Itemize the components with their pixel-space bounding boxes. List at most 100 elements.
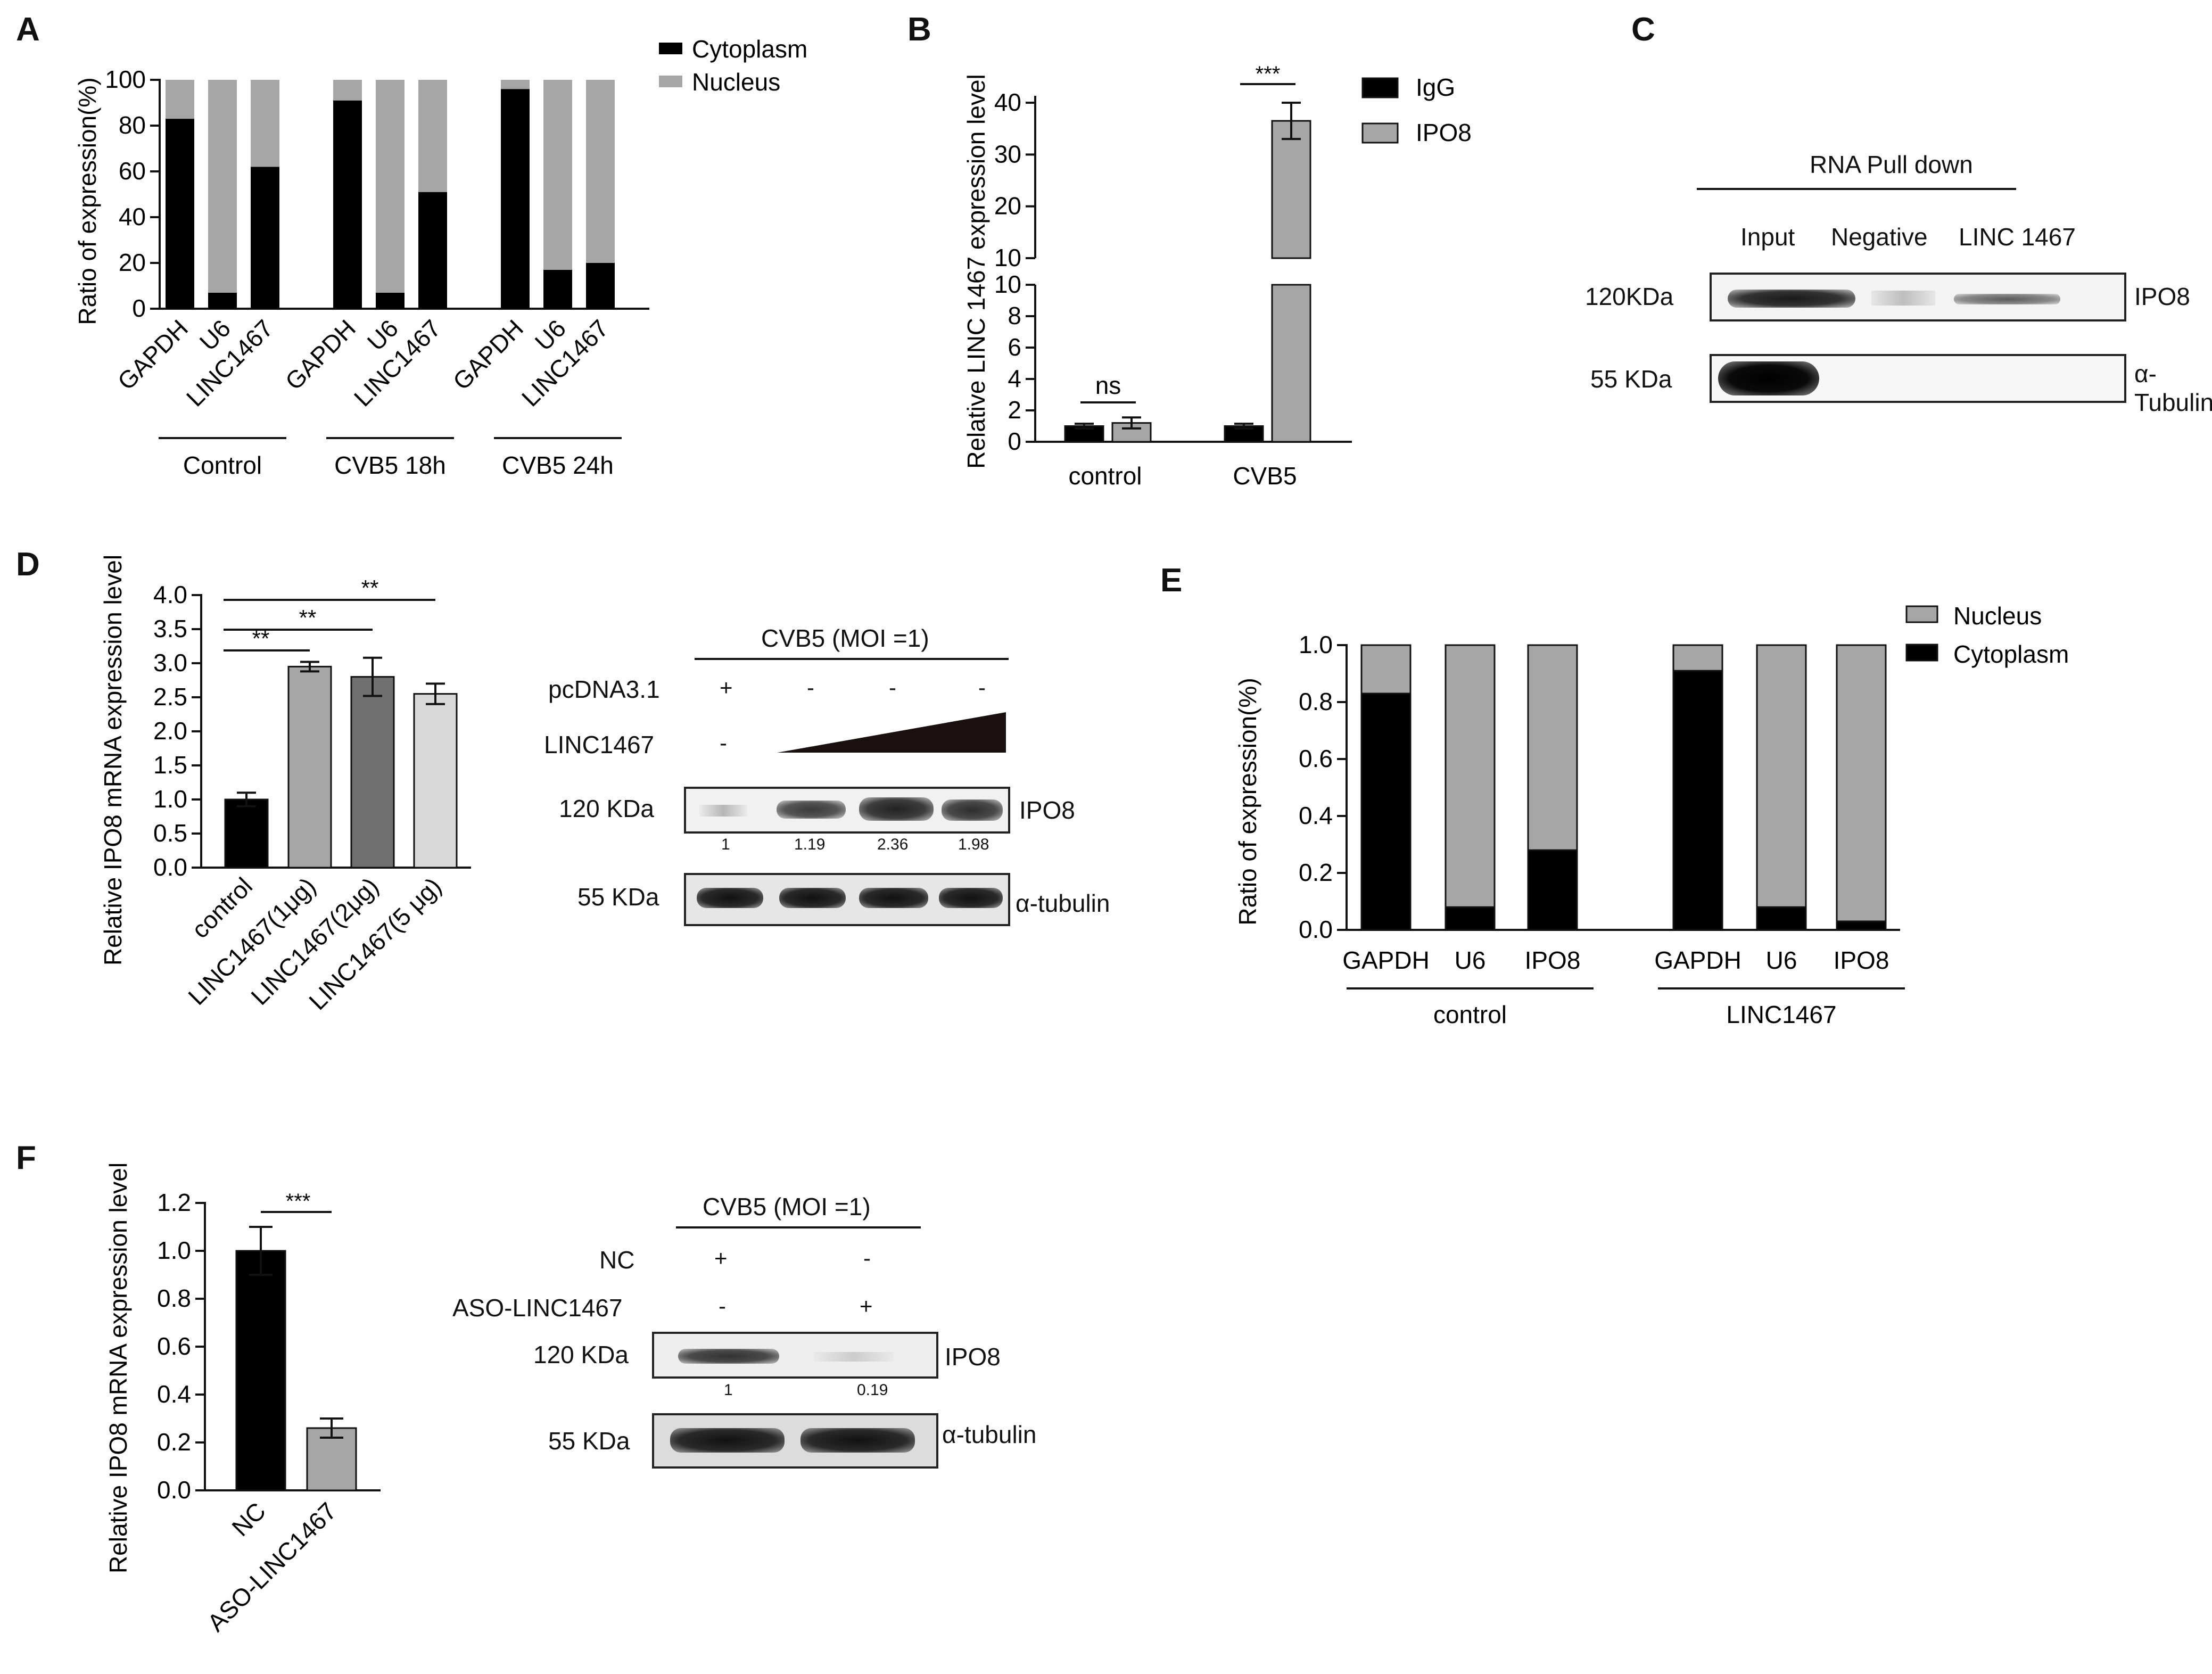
panel-c-protein-ipo8: IPO8 bbox=[2134, 283, 2190, 310]
y-tick-label: 3.0 bbox=[153, 649, 187, 677]
panel-f-protein-tubulin: α-tubulin bbox=[942, 1421, 1037, 1448]
bar-cytoplasm bbox=[1672, 670, 1723, 931]
y-tick-label: 0 bbox=[1008, 427, 1021, 455]
bar bbox=[287, 665, 332, 869]
panel-c-lane-input: Input bbox=[1740, 223, 1795, 251]
y-tick-label: 20 bbox=[994, 192, 1021, 220]
panel-a-ylabel-group: Ratio of expression(%) bbox=[73, 77, 101, 325]
bar bbox=[235, 1250, 286, 1491]
bar-nucleus bbox=[586, 80, 615, 263]
group-label: CVB5 18h bbox=[334, 451, 446, 479]
panel-f-quant: 1 bbox=[724, 1381, 733, 1399]
y-tick-label: 1.0 bbox=[153, 785, 187, 813]
band bbox=[697, 888, 763, 908]
bar-cytoplasm bbox=[208, 292, 237, 309]
panel-f-row-nc: NC bbox=[599, 1246, 635, 1274]
panel-b-chart: Relative LINC 1467 expression level 0 2 4 6… bbox=[962, 62, 1472, 490]
bar-nucleus bbox=[1527, 644, 1578, 851]
legend-label: Cytoplasm bbox=[692, 35, 807, 63]
panel-label-b: B bbox=[907, 11, 931, 48]
legend-swatch bbox=[1361, 122, 1399, 144]
panel-d-blot: CVB5 (MOI =1) pcDNA3.1 + - - - LINC1467 … bbox=[527, 601, 1139, 947]
bar bbox=[1271, 284, 1311, 443]
band bbox=[1728, 290, 1855, 308]
sig-label: *** bbox=[286, 1190, 311, 1213]
panel-c-protein-tubulin: α-Tubulin bbox=[2134, 360, 2212, 416]
band bbox=[859, 888, 928, 908]
bar-cytoplasm bbox=[251, 167, 279, 309]
panel-f-blot-tubulin bbox=[652, 1413, 938, 1469]
panel-a-chart: Ratio of expression(%) 0 20 40 60 80 100 GAPD… bbox=[73, 35, 807, 479]
bar-nucleus bbox=[1756, 644, 1807, 908]
x-tick-label: CVB5 bbox=[1233, 462, 1297, 490]
y-tick-label: 0.8 bbox=[1299, 688, 1333, 715]
x-tick-label: ASO-LINC1467 bbox=[202, 1497, 342, 1637]
x-tick-label: GAPDH bbox=[1342, 946, 1430, 974]
panel-d-size-120: 120 KDa bbox=[559, 795, 655, 822]
bar-nucleus bbox=[333, 80, 362, 101]
y-tick-label: 40 bbox=[994, 88, 1021, 116]
legend-label: Cytoplasm bbox=[1953, 640, 2069, 668]
bar-cytoplasm bbox=[333, 100, 362, 309]
bar-cytoplasm bbox=[501, 89, 530, 309]
x-tick-label: GAPDH bbox=[448, 314, 529, 395]
x-tick-label: GAPDH bbox=[280, 314, 361, 395]
legend-swatch bbox=[1905, 605, 1938, 623]
panel-d-chart: Relative IPO8 mRNA expression level 0.0 0… bbox=[99, 555, 471, 1015]
panel-d-blot-header: CVB5 (MOI =1) bbox=[761, 624, 929, 652]
x-tick-label: U6 bbox=[1455, 946, 1486, 974]
y-tick-label: 3.5 bbox=[153, 615, 187, 642]
y-tick-label: 80 bbox=[119, 111, 146, 139]
group-label: CVB5 24h bbox=[502, 451, 614, 479]
bar-cytoplasm bbox=[418, 192, 447, 309]
band bbox=[777, 801, 846, 819]
y-tick-label: 0.0 bbox=[157, 1476, 191, 1504]
panel-e-chart: Ratio of expression(%) 0.0 0.2 0.4 0.6 0.8 1.… bbox=[1234, 602, 2069, 1028]
y-tick-label: 10 bbox=[994, 270, 1021, 298]
panel-c-lane-linc: LINC 1467 bbox=[1959, 223, 2076, 251]
panel-f-chart: Relative IPO8 mRNA expression level 0.0 0… bbox=[104, 1162, 381, 1637]
band bbox=[939, 888, 1003, 908]
panel-d-linc-mark: - bbox=[720, 730, 727, 755]
x-tick-label: GAPDH bbox=[112, 314, 193, 395]
bar-nucleus bbox=[501, 80, 530, 89]
bar-nucleus bbox=[418, 80, 447, 192]
y-tick-label: 100 bbox=[105, 65, 146, 93]
panel-d-mark: - bbox=[807, 675, 814, 700]
panel-d-blot-ipo8 bbox=[684, 787, 1010, 834]
bar-nucleus bbox=[1360, 644, 1412, 695]
group-label: control bbox=[1433, 1001, 1507, 1028]
legend-swatch bbox=[659, 76, 682, 87]
band bbox=[678, 1349, 779, 1364]
bar-cytoplasm bbox=[543, 269, 572, 309]
legend-label: Nucleus bbox=[692, 68, 780, 96]
group-label: LINC1467 bbox=[1726, 1001, 1836, 1028]
panel-c-header-line bbox=[1697, 188, 2016, 190]
y-tick-label: 0.4 bbox=[1299, 802, 1333, 829]
y-tick-label: 0.6 bbox=[1299, 745, 1333, 772]
sig-label: ** bbox=[361, 575, 379, 600]
panel-c-size-120: 120KDa bbox=[1585, 283, 1674, 310]
y-tick-label: 20 bbox=[119, 249, 146, 276]
panel-label-d: D bbox=[16, 546, 40, 583]
band bbox=[779, 888, 846, 908]
panel-c-header: RNA Pull down bbox=[1810, 151, 1973, 178]
dose-wedge-icon bbox=[777, 712, 1006, 753]
group-label: Control bbox=[183, 451, 262, 479]
panel-a-ylabel: Ratio of expression(%) bbox=[73, 77, 101, 325]
panel-d-mark: - bbox=[978, 675, 986, 700]
y-tick-label: 60 bbox=[119, 157, 146, 185]
legend-swatch bbox=[1361, 77, 1399, 98]
legend-label: IgG bbox=[1416, 73, 1455, 101]
y-tick-label: 0.2 bbox=[1299, 859, 1333, 886]
panel-f-blot: CVB5 (MOI =1) NC + - ASO-LINC1467 - + 12… bbox=[442, 1192, 1080, 1485]
bar-cytoplasm bbox=[166, 119, 194, 309]
panel-c-blot: RNA Pull down Input Negative LINC 1467 1… bbox=[1544, 0, 2212, 426]
y-tick-label: 0 bbox=[132, 294, 146, 322]
x-tick-label: GAPDH bbox=[1654, 946, 1741, 974]
panel-d-row-pcdna: pcDNA3.1 bbox=[548, 675, 660, 703]
band bbox=[699, 805, 747, 817]
panel-d-quant: 1.98 bbox=[958, 836, 989, 853]
panel-f-blot-header: CVB5 (MOI =1) bbox=[703, 1193, 871, 1221]
bar bbox=[413, 693, 458, 869]
